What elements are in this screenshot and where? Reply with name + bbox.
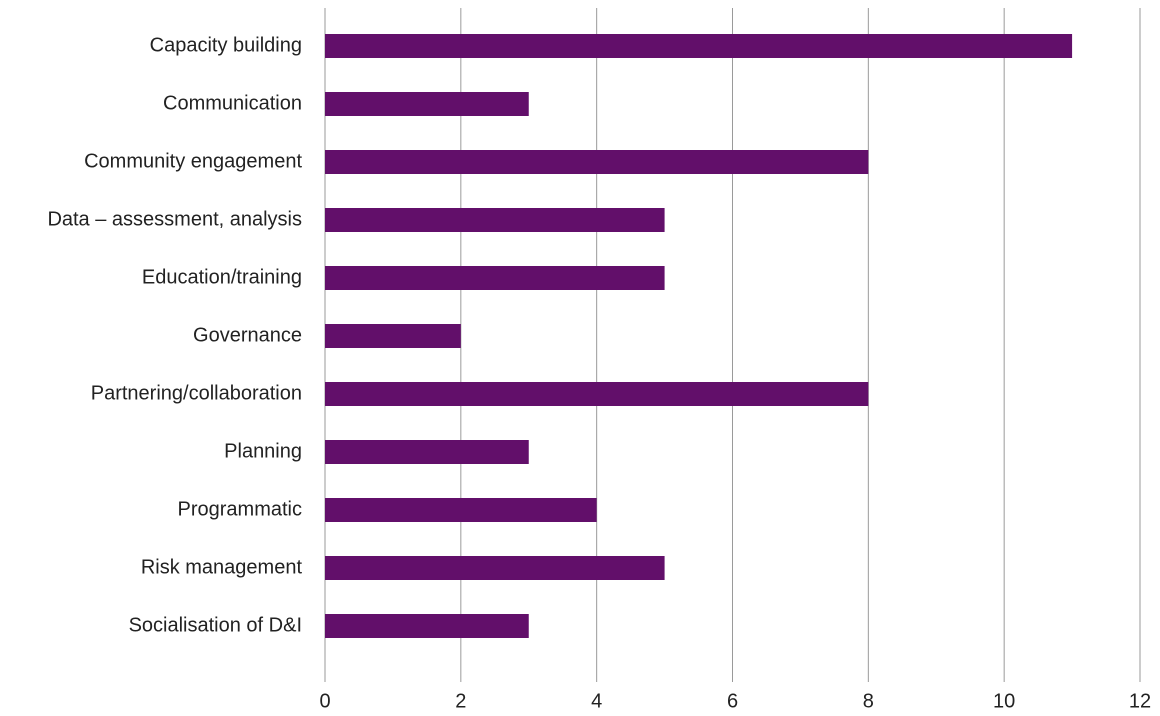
x-tick-label: 8 — [863, 690, 874, 712]
y-tick-label: Community engagement — [84, 150, 302, 172]
bar — [325, 150, 869, 174]
y-tick-label: Socialisation of D&I — [129, 614, 302, 636]
y-tick-label: Partnering/collaboration — [91, 382, 302, 404]
bar — [325, 440, 529, 464]
y-tick-label: Data – assessment, analysis — [47, 208, 302, 230]
y-tick-label: Programmatic — [178, 498, 302, 520]
y-tick-label: Education/training — [142, 266, 302, 288]
bar — [325, 34, 1073, 58]
y-tick-label: Risk management — [141, 556, 303, 578]
bar — [325, 556, 665, 580]
bar — [325, 382, 869, 406]
x-tick-label: 10 — [993, 690, 1015, 712]
x-tick-label: 12 — [1129, 690, 1151, 712]
y-tick-label: Capacity building — [150, 34, 302, 56]
y-tick-label: Governance — [193, 324, 302, 346]
x-tick-label: 4 — [591, 690, 602, 712]
y-tick-label: Planning — [224, 440, 302, 462]
bar — [325, 208, 665, 232]
bar — [325, 92, 529, 116]
bar — [325, 614, 529, 638]
x-tick-label: 0 — [319, 690, 330, 712]
x-tick-label: 6 — [727, 690, 738, 712]
bar — [325, 266, 665, 290]
bar — [325, 498, 597, 522]
y-tick-label: Communication — [163, 92, 302, 114]
x-tick-label: 2 — [455, 690, 466, 712]
bar — [325, 324, 461, 348]
